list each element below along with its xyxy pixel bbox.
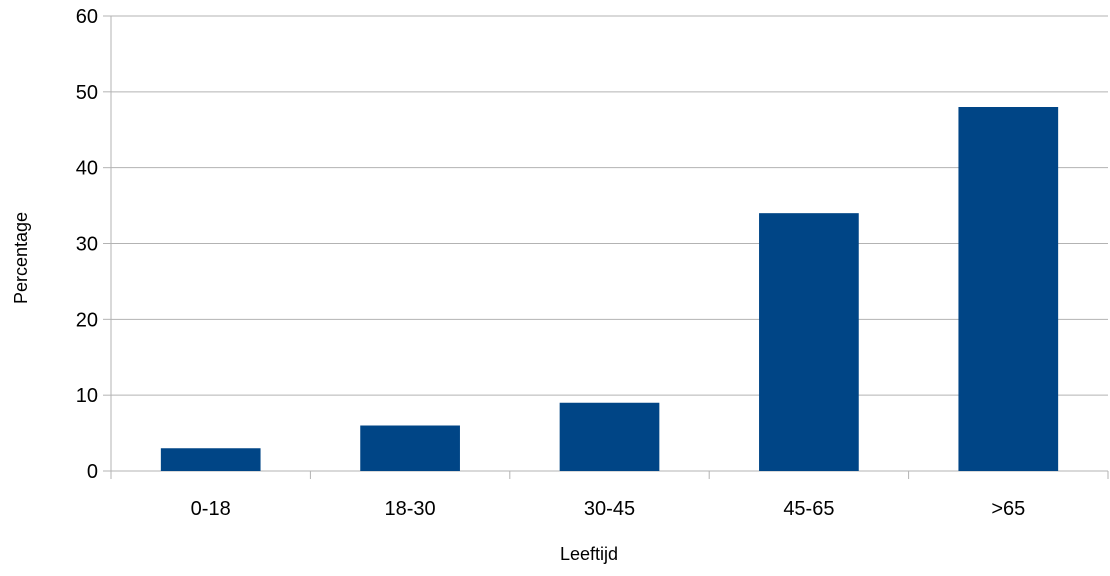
tick-labels: 0 10 20 30 40 50 60 0-18 18-30 30-45 45-65 >65: [76, 6, 1026, 520]
bar-0-18: [160, 448, 261, 471]
y-tick-label: 60: [76, 6, 98, 28]
x-tick-label: 18-30: [385, 498, 436, 520]
y-axis-title: Percentage: [11, 212, 31, 304]
bars: [160, 107, 1059, 471]
x-tick-label: >65: [991, 498, 1025, 520]
bar->65: [958, 107, 1059, 471]
x-tick-label: 0-18: [191, 498, 231, 520]
x-tick-label: 45-65: [783, 498, 834, 520]
y-tick-label: 20: [76, 309, 98, 331]
y-tick-label: 10: [76, 385, 98, 407]
bar-45-65: [759, 213, 859, 471]
axes: [103, 15, 1109, 479]
y-tick-label: 0: [87, 461, 98, 483]
x-tick-label: 30-45: [584, 498, 635, 520]
y-tick-label: 40: [76, 158, 98, 180]
y-tick-label: 50: [76, 82, 98, 104]
bar-30-45: [559, 402, 660, 471]
gridlines: [111, 15, 1108, 472]
y-tick-label: 30: [76, 234, 98, 256]
bar-18-30: [360, 425, 460, 471]
x-axis-title: Leeftijd: [560, 544, 618, 564]
